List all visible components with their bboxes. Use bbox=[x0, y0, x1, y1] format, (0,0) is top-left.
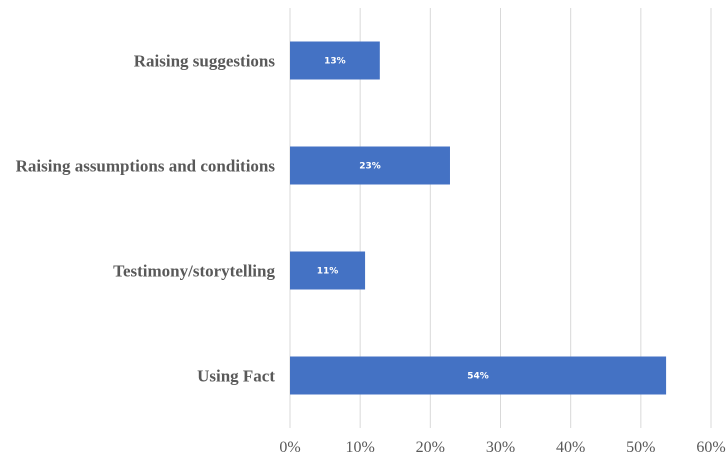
bar-data-label: 11% bbox=[317, 267, 339, 277]
category-labels: Raising suggestions Raising assumptions a… bbox=[16, 52, 276, 386]
bar-data-label: 23% bbox=[359, 162, 381, 172]
x-tick-label: 50% bbox=[626, 439, 655, 456]
bar bbox=[290, 356, 667, 395]
bar-data-label: 13% bbox=[324, 57, 346, 67]
x-tick-label: 40% bbox=[556, 439, 585, 456]
category-label: Testimony/storytelling bbox=[113, 262, 275, 281]
x-tick-label: 20% bbox=[416, 439, 445, 456]
x-tick-label: 30% bbox=[486, 439, 515, 456]
category-label: Using Fact bbox=[197, 367, 275, 386]
bars: 13% 23% 11% 54% bbox=[290, 41, 667, 395]
bar bbox=[290, 41, 380, 80]
bar bbox=[290, 251, 366, 290]
category-label: Raising suggestions bbox=[134, 52, 276, 71]
bar bbox=[290, 146, 450, 185]
x-tick-label: 60% bbox=[696, 439, 725, 456]
x-tick-label: 10% bbox=[346, 439, 375, 456]
x-tick-labels: 0% 10% 20% 30% 40% 50% 60% bbox=[279, 439, 725, 456]
bar-data-label: 54% bbox=[467, 372, 489, 382]
x-tick-label: 0% bbox=[279, 439, 300, 456]
category-label: Raising assumptions and conditions bbox=[16, 157, 276, 176]
